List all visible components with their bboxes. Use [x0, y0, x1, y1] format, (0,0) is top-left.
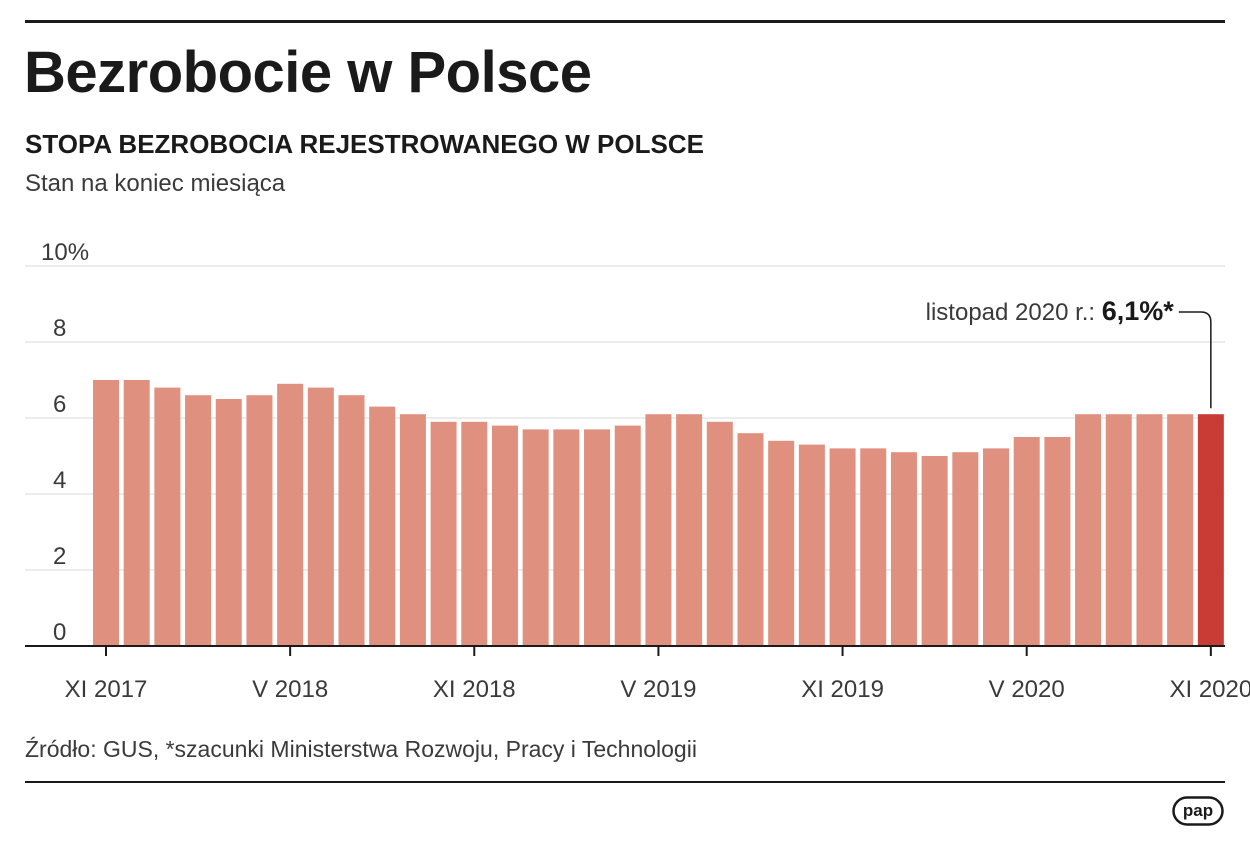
bottom-rule — [25, 781, 1225, 783]
top-rule — [25, 20, 1225, 23]
bar — [277, 383, 304, 646]
bar — [369, 406, 396, 646]
bar — [1044, 437, 1071, 646]
bar — [1167, 414, 1194, 646]
x-tick-label: XI 2020 — [1169, 676, 1250, 703]
bar — [860, 448, 887, 646]
bar — [706, 421, 733, 646]
bar-chart: 0 2 4 6 8 10% XI 2017 V 2018 XI 2018 V 2019 XI 201… — [25, 239, 1250, 703]
x-tick-label: V 2020 — [989, 676, 1065, 703]
bar — [829, 448, 856, 646]
bar — [307, 387, 334, 646]
bar — [952, 452, 979, 646]
y-tick-label: 6 — [53, 391, 66, 418]
annotation-prefix: listopad 2020 r.: — [926, 299, 1102, 326]
bar — [553, 429, 580, 646]
bar — [890, 452, 917, 646]
y-tick-label: 0 — [53, 619, 66, 646]
x-tick-label: V 2018 — [252, 676, 328, 703]
bar — [1136, 414, 1163, 646]
bar — [1075, 414, 1102, 646]
annotation-label: listopad 2020 r.: 6,1%* — [926, 296, 1175, 326]
chart-note: Stan na koniec miesiąca — [25, 170, 286, 197]
bar — [1105, 414, 1132, 646]
bar — [399, 414, 426, 646]
x-tick-label: XI 2019 — [801, 676, 884, 703]
x-tick-label: V 2019 — [620, 676, 696, 703]
bar — [430, 421, 457, 646]
bar — [676, 414, 703, 646]
bar — [461, 421, 488, 646]
bar — [921, 456, 948, 646]
bar — [798, 444, 825, 646]
annotation-value: 6,1%* — [1102, 296, 1175, 326]
y-tick-label: 8 — [53, 315, 66, 342]
y-tick-label: 10% — [41, 239, 89, 266]
annotation-leader-line — [1178, 311, 1212, 409]
source-note: Źródło: GUS, *szacunki Ministerstwa Rozw… — [25, 736, 697, 762]
bar — [614, 425, 641, 646]
pap-logo: pap — [1172, 796, 1224, 826]
bar — [338, 395, 365, 646]
y-tick-label: 4 — [53, 467, 66, 494]
y-tick-label: 2 — [53, 543, 66, 570]
bar — [246, 395, 273, 646]
bar — [645, 414, 672, 646]
bar — [93, 380, 119, 646]
bar — [584, 429, 611, 646]
bar — [215, 399, 242, 646]
bar — [123, 380, 150, 646]
bar — [1197, 414, 1224, 646]
bar — [491, 425, 518, 646]
logo-text: pap — [1183, 801, 1213, 820]
bar — [522, 429, 549, 646]
x-tick-label: XI 2018 — [433, 676, 516, 703]
bar — [737, 433, 764, 646]
bar — [983, 448, 1010, 646]
bar — [154, 387, 181, 646]
bar — [1013, 437, 1040, 646]
chart-subtitle: STOPA BEZROBOCIA REJESTROWANEGO W POLSCE — [25, 129, 704, 159]
page-title: Bezrobocie w Polsce — [24, 40, 592, 105]
bar — [768, 440, 795, 646]
x-tick-label: XI 2017 — [65, 676, 148, 703]
bar — [185, 395, 212, 646]
